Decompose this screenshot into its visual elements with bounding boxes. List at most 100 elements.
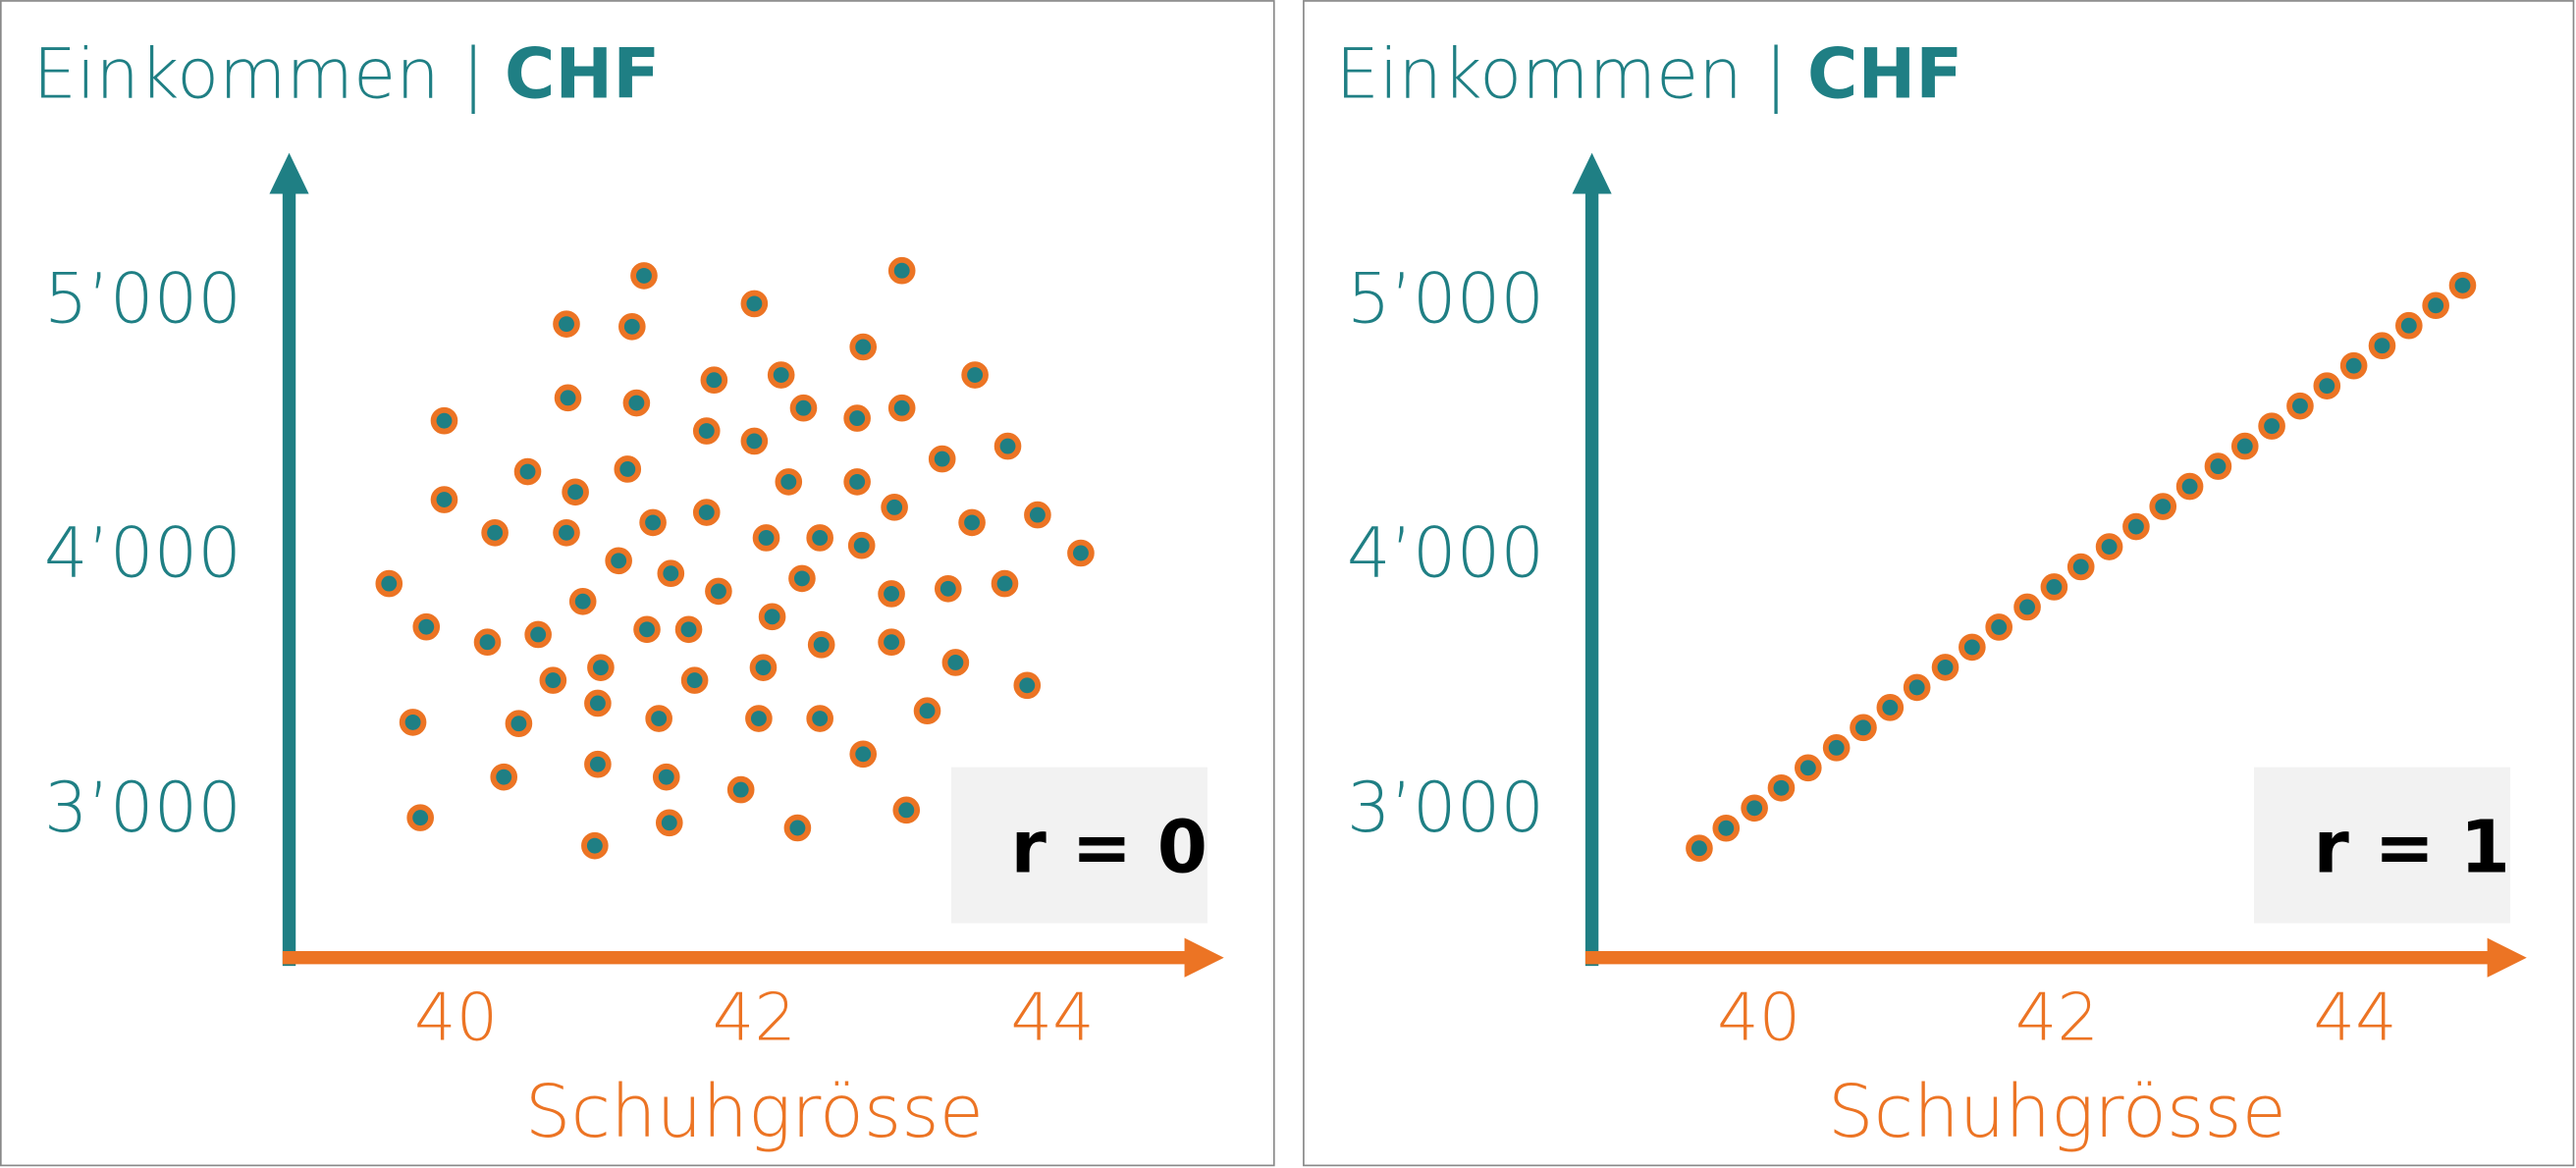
x-axis-label: Schuhgrösse [525,1071,984,1154]
x-axis-arrow [2487,937,2527,978]
y-axis-title: Einkommen | CHF [32,33,660,114]
data-point [581,831,609,860]
data-point [605,547,632,575]
data-point [745,705,773,732]
x-tick-label: 42 [2015,979,2099,1055]
data-point [680,666,709,694]
panel-frame [1303,0,2575,1167]
data-point [657,559,685,588]
data-point [1024,501,1051,529]
data-point [1850,714,1877,742]
x-tick-label: 44 [2314,979,2397,1055]
x-tick-label: 40 [414,979,498,1055]
data-point [481,518,509,547]
data-point [991,569,1019,598]
data-point [1985,613,2012,641]
annotation: r = 0 [1010,807,1208,890]
data-point [700,366,728,395]
data-point [740,290,769,318]
data-point [740,427,769,455]
data-point [692,499,721,526]
data-point [892,796,921,824]
annotation-box [950,767,1208,924]
data-point [849,740,878,769]
y-axis-title: Einkommen | CHF [1336,33,1963,114]
data-point [726,775,755,804]
y-tick-label: 5’000 [44,258,242,339]
data-point [2175,472,2204,501]
data-point [928,445,956,473]
data-point [2013,593,2041,621]
data-point [412,612,441,641]
data-point [655,809,683,837]
y-axis-unit: CHF [1807,33,1962,114]
data-point [749,654,778,681]
data-point [1712,814,1741,842]
data-point [2339,351,2368,380]
data-point [783,814,812,842]
y-axis-arrow [1572,152,1612,194]
data-point [806,524,833,552]
data-point [406,804,434,831]
data-point [1903,673,1931,702]
data-point [2230,432,2259,460]
data-point [775,468,803,496]
data-point [849,333,878,361]
data-point [758,603,786,631]
data-point [2066,553,2095,581]
data-point [2122,512,2150,541]
data-point [399,709,427,736]
data-point [633,615,661,644]
data-point [473,628,502,657]
y-axis-label: Einkommen | [1336,33,1788,114]
data-point [513,457,542,486]
data-point [881,494,908,521]
data-point [614,455,642,483]
data-point [1767,773,1796,802]
data-point [767,361,795,389]
x-tick-label: 40 [1717,979,1800,1055]
data-point [430,406,458,435]
y-tick-label: 5’000 [1347,258,1544,339]
data-point [2313,372,2341,399]
data-point [993,432,1022,460]
data-point [639,508,667,537]
y-axis-unit: CHF [505,33,660,114]
data-point [375,569,403,598]
data-point [553,518,580,547]
data-point [490,763,518,791]
data-point [2286,392,2314,420]
data-point [618,312,646,341]
data-point [562,478,589,506]
annotation: r = 1 [2314,807,2511,890]
x-axis-arrow [1184,937,1224,978]
data-point [843,468,871,496]
data-point [2448,271,2477,299]
x-axis-label: Schuhgrösse [1828,1071,2286,1154]
data-point [539,666,567,694]
data-point [2149,493,2177,520]
data-point [622,389,651,417]
y-axis-arrow [269,152,309,194]
data-point [705,577,732,606]
data-point [878,628,905,657]
data-point [961,361,989,389]
data-point [1741,794,1768,823]
data-point [553,310,580,338]
x-tick-label: 44 [1011,979,1095,1055]
y-tick-label: 3’000 [44,768,242,848]
data-point [789,394,818,422]
data-point [1822,734,1851,762]
y-tick-label: 4’000 [44,513,242,594]
data-point [584,689,612,717]
data-point [934,574,962,603]
data-point [505,710,533,738]
data-point [958,508,986,537]
annotation-box [2254,767,2511,924]
chart-panel: Einkommen | CHF 3’000 4’000 5’000 40 42 44 Schuh… [1303,0,2575,1167]
data-point [941,649,970,676]
data-point [2258,412,2285,440]
data-point [806,705,833,732]
data-point [2395,311,2423,340]
